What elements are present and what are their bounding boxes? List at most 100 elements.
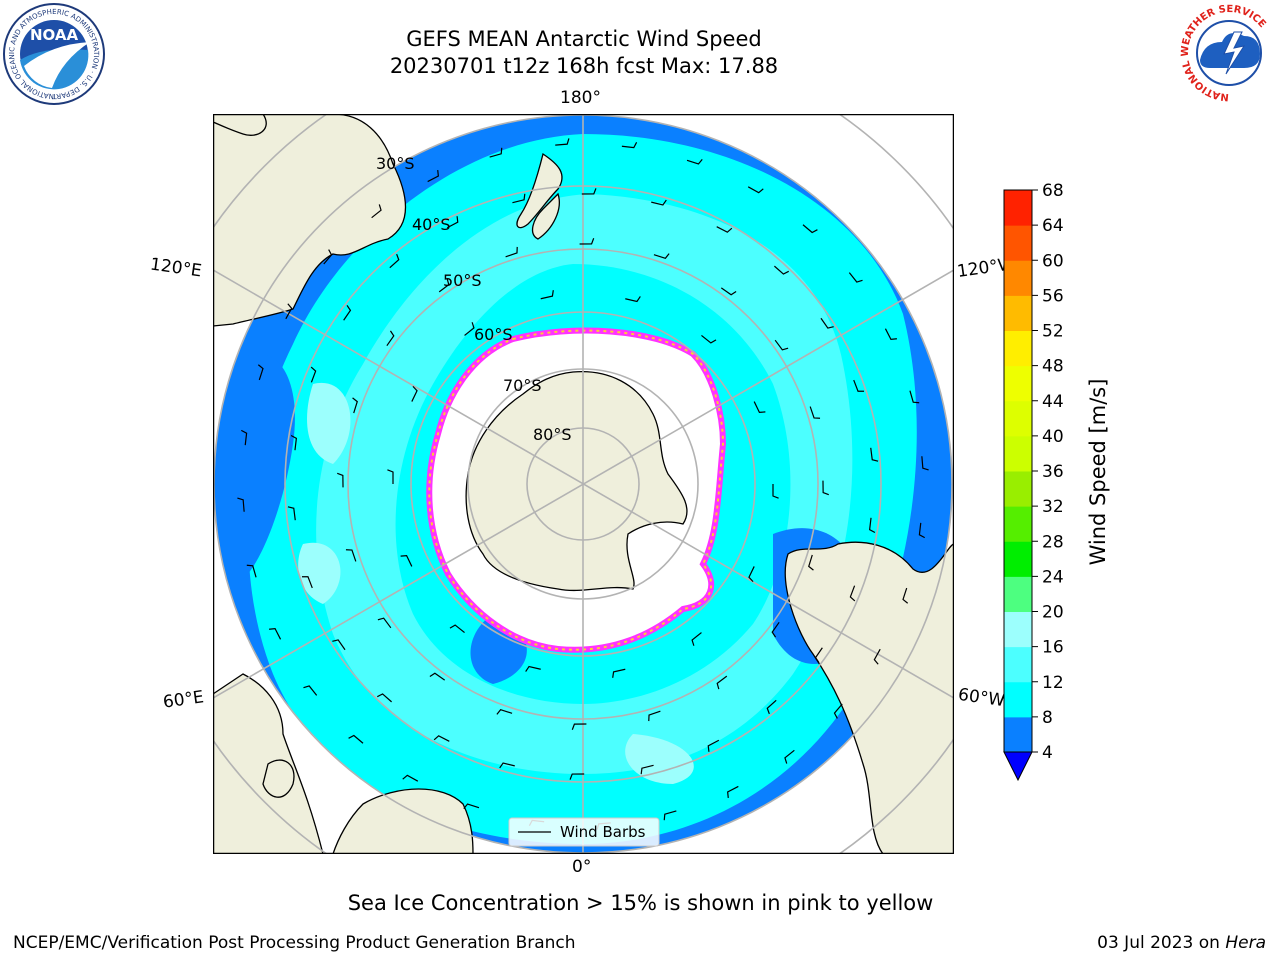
wind-barb — [802, 224, 818, 234]
footer-date-text: 03 Jul 2023 on — [1097, 933, 1226, 953]
wind-barb — [766, 699, 777, 715]
wind-barb — [868, 517, 876, 534]
lon-label-120e: 120°E — [148, 254, 203, 282]
wind-barb — [707, 739, 720, 752]
wind-barb — [771, 621, 780, 638]
wind-barb — [446, 216, 459, 229]
wind-barb — [411, 385, 418, 402]
polar-map: 30°S 40°S 50°S 60°S 70°S 80°S Wind Barbs — [212, 113, 955, 855]
colorbar-tick-label: 56 — [1042, 286, 1064, 306]
map-title: GEFS MEAN Antarctic Wind Speed — [406, 27, 762, 51]
land-masses — [212, 113, 955, 855]
wind-barb — [902, 587, 909, 604]
wind-barb — [540, 290, 554, 300]
map-legend: Wind Barbs — [508, 817, 660, 847]
map-subtitle: 20230701 t12z 168h fcst Max: 17.88 — [389, 54, 779, 78]
wind-barb — [720, 287, 737, 296]
wind-barb — [625, 296, 641, 303]
lon-label-180: 180° — [560, 88, 601, 108]
wind-barb — [640, 764, 654, 775]
wind-barb — [438, 278, 450, 293]
wind-barb — [464, 322, 475, 336]
colorbar-tick-label: 28 — [1042, 532, 1064, 552]
wind-barb — [909, 390, 920, 404]
wind-barb — [241, 429, 248, 446]
wind-barb — [833, 703, 843, 719]
lat-label-30s: 30°S — [376, 154, 415, 173]
wind-barb — [653, 253, 670, 259]
wind-barb — [772, 484, 779, 499]
wind-barb — [921, 456, 929, 471]
wind-barb — [808, 554, 814, 571]
wind-barb — [648, 710, 661, 722]
wind-barb — [748, 566, 755, 583]
wind-barb — [246, 564, 257, 578]
wind-barb — [651, 199, 667, 206]
colorbar-tick-label: 36 — [1042, 462, 1064, 482]
colorbar-segment — [1004, 330, 1032, 367]
wind-barb — [784, 749, 795, 764]
colorbar-segment — [1004, 365, 1032, 402]
wind-barb — [489, 147, 503, 158]
legend-label: Wind Barbs — [560, 823, 646, 841]
lat-label-70s: 70°S — [503, 376, 542, 395]
colorbar-segment — [1004, 260, 1032, 296]
colorbar-tick-label: 52 — [1042, 322, 1064, 342]
colorbar-tick-label: 64 — [1042, 216, 1064, 236]
wind-barb — [352, 397, 358, 414]
wind-barb — [371, 204, 382, 219]
wind-barb — [449, 624, 465, 634]
wind-barb — [727, 785, 739, 798]
wind-barb — [301, 576, 313, 589]
wind-barb — [499, 762, 515, 769]
wind-barb — [427, 170, 439, 183]
wind-barb — [303, 685, 318, 696]
wind-barb — [686, 158, 703, 165]
wind-barb — [377, 617, 392, 629]
wind-barb — [612, 668, 626, 678]
colorbar-tick-label: 60 — [1042, 251, 1064, 271]
colorbar-segment — [1004, 576, 1032, 612]
wind-barb — [753, 401, 766, 414]
wind-barb — [918, 522, 925, 539]
lon-label-60e: 60°E — [161, 687, 206, 713]
lat-label-40s: 40°S — [412, 215, 451, 234]
wind-barb — [774, 265, 790, 275]
colorbar-segment — [1004, 716, 1032, 753]
wind-barb — [716, 675, 728, 690]
wind-barb — [402, 774, 419, 782]
wind-barb — [257, 364, 264, 381]
noaa-logo: NATIONAL OCEANIC AND ATMOSPHERIC ADMINIS… — [2, 2, 105, 105]
colorbar-segment — [1004, 541, 1032, 577]
wind-barb — [701, 334, 717, 344]
colorbar-segment — [1004, 646, 1032, 683]
map-panel: 30°S 40°S 50°S 60°S 70°S 80°S Wind Barbs — [212, 113, 955, 855]
wind-barb — [873, 648, 881, 665]
wind-barb — [387, 469, 394, 484]
wind-barb — [496, 709, 513, 715]
noaa-logo-text: NOAA — [30, 26, 79, 44]
wind-barb — [345, 549, 357, 562]
wind-barb — [290, 434, 298, 451]
wind-barb — [663, 810, 677, 821]
wind-barb — [505, 246, 518, 258]
wind-barb — [287, 506, 296, 521]
wind-barb — [822, 480, 829, 496]
colorbar-tick-label: 68 — [1042, 181, 1064, 201]
colorbar-tick-label: 20 — [1042, 603, 1064, 623]
colorbar-tick-label: 32 — [1042, 497, 1064, 517]
wind-barb — [814, 647, 823, 663]
wind-barb — [386, 330, 395, 347]
wind-barb — [555, 138, 570, 146]
colorbar-label: Wind Speed [m/s] — [1086, 378, 1110, 566]
wind-barb — [310, 366, 317, 383]
colorbar-segment — [1004, 400, 1032, 437]
wind-barbs — [237, 138, 929, 830]
colorbar-segment — [1004, 435, 1032, 472]
colorbar-segment — [1004, 295, 1032, 331]
wind-barb — [621, 142, 638, 149]
colorbar-tick-label: 48 — [1042, 357, 1064, 377]
colorbar-tick-label: 24 — [1042, 567, 1064, 587]
lon-label-0: 0° — [572, 857, 592, 877]
